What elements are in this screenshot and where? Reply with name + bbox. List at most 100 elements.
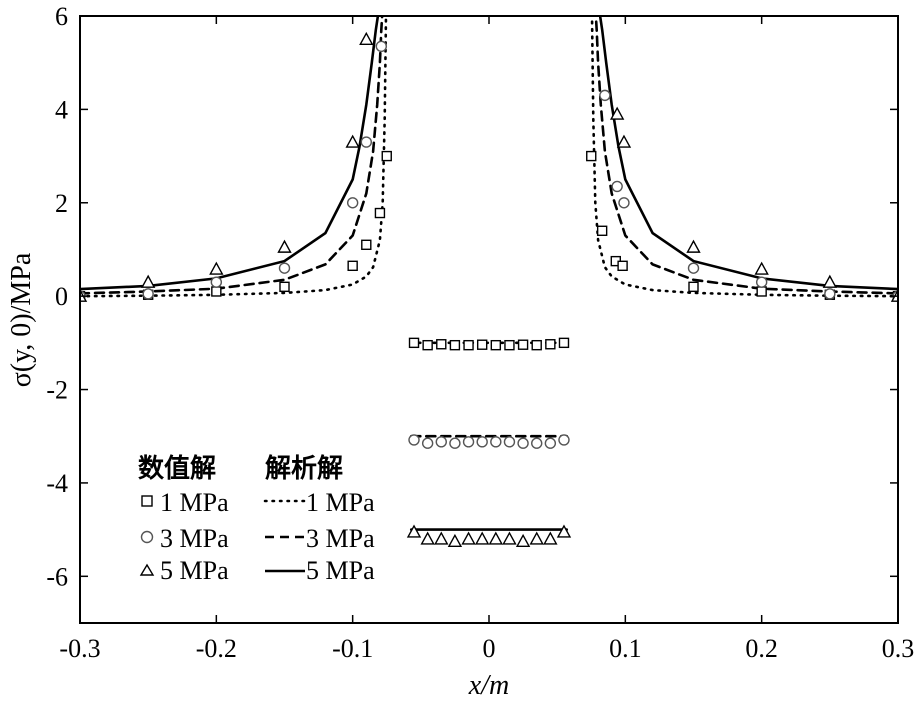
legend: 数值解 解析解 1 MPa 1 MPa 3 MPa 3 MPa 5 MPa 5 … xyxy=(138,454,375,585)
marker-circle-3mpa xyxy=(346,197,359,209)
marker-triangle-5mpa xyxy=(345,134,360,148)
marker-circle-3mpa xyxy=(476,436,488,448)
marker-square-1mpa xyxy=(688,281,699,293)
x-tick-label: 0.3 xyxy=(882,634,915,663)
analytical-curve-1mpa xyxy=(590,16,898,298)
marker-triangle-5mpa xyxy=(543,531,558,545)
legend-header-numerical: 数值解 xyxy=(138,454,216,484)
legend-label-num-1: 1 MPa xyxy=(160,488,229,517)
marker-circle-3mpa xyxy=(375,40,387,53)
marker-circle-3mpa xyxy=(531,437,543,449)
legend-label-ana-5: 5 MPa xyxy=(306,556,375,585)
marker-triangle-5mpa xyxy=(822,274,838,288)
analytical-curve-5mpa xyxy=(80,16,380,291)
marker-circle-3mpa xyxy=(462,436,475,448)
axis-ticks: -0.3 -0.2 -0.1 0 0.1 0.2 0.3 -6 -4 -2 0 2 4 6 xyxy=(46,2,914,663)
marker-square-1mpa xyxy=(211,286,222,297)
marker-circle-3mpa xyxy=(687,262,700,274)
marker-square-1mpa xyxy=(347,260,358,272)
marker-square-1mpa xyxy=(279,281,290,293)
legend-square-icon xyxy=(141,495,153,507)
marker-square-1mpa xyxy=(504,339,515,351)
marker-circle-3mpa xyxy=(142,288,154,300)
y-tick-label: 4 xyxy=(55,95,68,124)
x-tick-label: -0.1 xyxy=(332,634,373,663)
marker-circle-3mpa xyxy=(360,136,372,148)
marker-triangle-5mpa xyxy=(475,531,490,545)
x-tick-label: 0.2 xyxy=(745,634,778,663)
x-tick-label: -0.2 xyxy=(196,634,237,663)
legend-label-ana-1: 1 MPa xyxy=(306,488,375,517)
y-tick-label: 6 xyxy=(55,2,68,31)
marker-circle-3mpa xyxy=(755,276,768,288)
legend-circle-icon xyxy=(140,530,154,544)
marker-circle-3mpa xyxy=(503,436,516,448)
marker-square-1mpa xyxy=(361,239,372,250)
marker-circle-3mpa xyxy=(611,180,623,193)
y-axis-title: σ(y, 0)/MPa xyxy=(6,252,37,387)
marker-circle-3mpa xyxy=(435,436,447,448)
marker-triangle-5mpa xyxy=(556,524,572,538)
marker-circle-3mpa xyxy=(558,434,570,446)
marker-circle-3mpa xyxy=(618,197,630,209)
marker-triangle-5mpa xyxy=(754,261,769,275)
marker-triangle-5mpa xyxy=(529,531,544,545)
marker-triangle-5mpa xyxy=(277,239,292,253)
legend-header-analytical: 解析解 xyxy=(265,454,343,484)
marker-circle-3mpa xyxy=(544,437,557,449)
marker-square-1mpa xyxy=(545,339,556,350)
legend-label-num-3: 3 MPa xyxy=(160,524,229,553)
marker-triangle-5mpa xyxy=(447,533,463,547)
marker-circle-3mpa xyxy=(490,436,502,448)
x-axis-title: x/m xyxy=(468,670,509,701)
analytical-curve-3mpa xyxy=(80,16,384,295)
y-tick-label: -4 xyxy=(46,469,68,498)
marker-triangle-5mpa xyxy=(434,531,449,545)
marker-square-1mpa xyxy=(422,339,433,351)
marker-square-1mpa xyxy=(756,286,767,297)
marker-square-1mpa xyxy=(517,339,529,350)
marker-triangle-5mpa xyxy=(488,531,503,545)
marker-square-1mpa xyxy=(617,260,628,272)
y-tick-label: -6 xyxy=(46,562,68,591)
marker-square-1mpa xyxy=(408,337,420,349)
marker-square-1mpa xyxy=(374,207,386,219)
legend-label-num-5: 5 MPa xyxy=(160,556,229,585)
y-tick-label: 2 xyxy=(55,189,68,218)
marker-square-1mpa xyxy=(558,337,570,349)
marker-circle-3mpa xyxy=(278,262,291,274)
y-tick-label: -2 xyxy=(46,376,68,405)
marker-circle-3mpa xyxy=(824,288,836,300)
legend-label-ana-3: 3 MPa xyxy=(306,524,375,553)
marker-square-1mpa xyxy=(449,339,461,351)
marker-triangle-5mpa xyxy=(420,531,435,545)
analytical-curve-1mpa xyxy=(80,16,388,298)
marker-triangle-5mpa xyxy=(502,531,517,545)
marker-triangle-5mpa xyxy=(609,106,625,120)
marker-triangle-5mpa xyxy=(406,524,422,538)
marker-triangle-5mpa xyxy=(359,31,374,46)
marker-circle-3mpa xyxy=(421,437,434,449)
x-tick-label: -0.3 xyxy=(59,634,100,663)
marker-circle-3mpa xyxy=(449,437,461,449)
marker-square-1mpa xyxy=(490,339,502,351)
marker-circle-3mpa xyxy=(517,437,529,449)
analytical-curves xyxy=(80,16,898,531)
marker-square-1mpa xyxy=(463,339,474,351)
legend-triangle-icon xyxy=(139,563,155,576)
marker-circle-3mpa xyxy=(210,276,223,288)
marker-square-1mpa xyxy=(476,339,488,350)
marker-square-1mpa xyxy=(586,150,597,162)
marker-square-1mpa xyxy=(436,339,447,350)
marker-circle-3mpa xyxy=(599,89,611,102)
analytical-curve-5mpa xyxy=(598,16,898,291)
marker-square-1mpa xyxy=(531,339,542,351)
marker-triangle-5mpa xyxy=(461,531,476,545)
marker-triangle-5mpa xyxy=(686,239,701,253)
marker-circle-3mpa xyxy=(408,434,420,446)
marker-square-1mpa xyxy=(596,225,608,236)
marker-triangle-5mpa xyxy=(515,533,531,547)
marker-triangle-5mpa xyxy=(616,134,632,148)
marker-square-1mpa xyxy=(381,150,392,162)
